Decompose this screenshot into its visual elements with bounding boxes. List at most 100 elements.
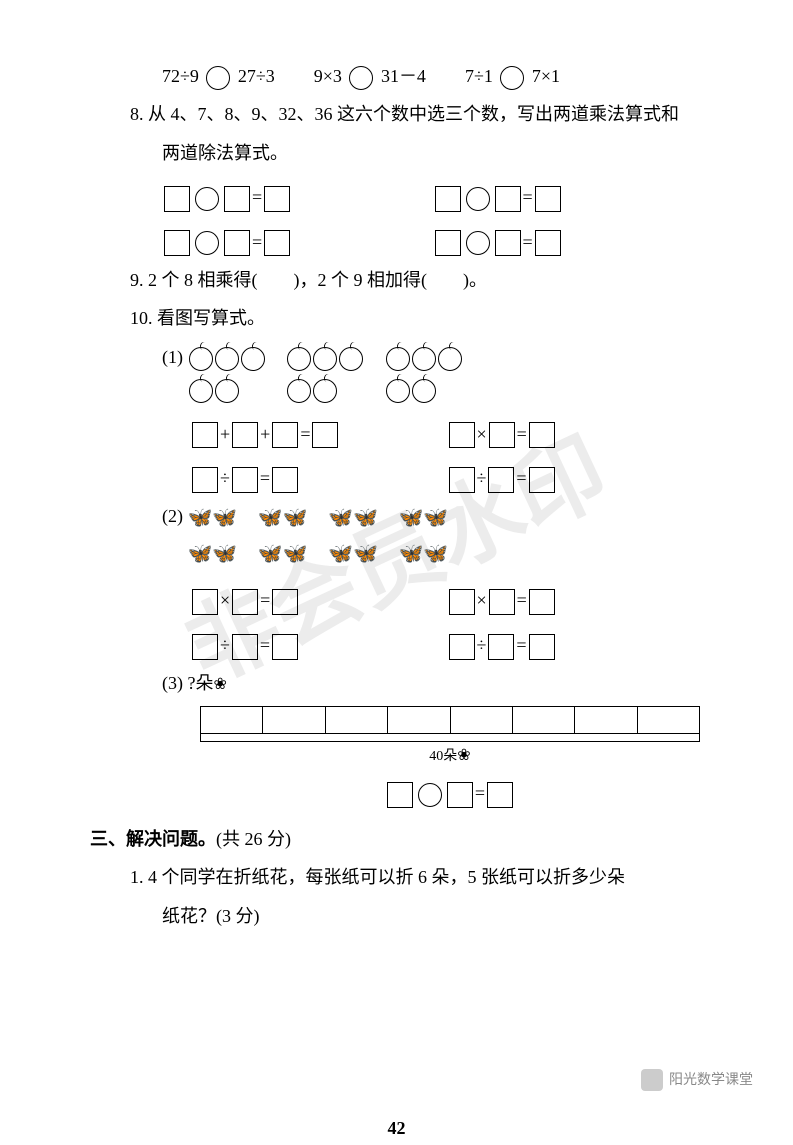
bar-cell [638,707,699,733]
p1-text1: 4 个同学在折纸花，每张纸可以折 6 朵，5 张纸可以折多少朵 [148,867,625,887]
bar-cell [326,707,388,733]
butterfly-icon: 🦋 [423,500,448,536]
blank-box [272,467,298,493]
butterfly-group: 🦋🦋 🦋🦋 [188,500,238,572]
blank-box [449,589,475,615]
blank-box [192,589,218,615]
blank-box [495,186,521,212]
blank-box [529,634,555,660]
q10: 10. 看图写算式。 [90,302,703,334]
p1-text2: 纸花？(3 分) [90,900,703,932]
apple-icon [189,347,213,371]
blank-box [224,230,250,256]
blank-box [224,186,250,212]
apple-icon [412,379,436,403]
butterfly-icon: 🦋 [423,536,448,572]
op-circle [466,231,490,255]
blank-box [435,230,461,256]
apple-icon [339,347,363,371]
q10-sub3-label: ?朵 [188,673,214,693]
q10-1: (1) [90,341,703,406]
blank-box [447,782,473,808]
div-eq: ÷= [447,462,704,494]
bar-cell [388,707,450,733]
flower-icon: ❀ [457,747,470,764]
apple-icon [386,347,410,371]
bar-cell [451,707,513,733]
blank-box [192,422,218,448]
bar-cell [201,707,263,733]
eq-template: = [433,181,704,213]
q8-num: 8. [130,104,144,124]
q10-sub2: (2) [162,506,183,526]
p1: 1. 4 个同学在折纸花，每张纸可以折 6 朵，5 张纸可以折多少朵 [90,861,703,893]
butterfly-icon: 🦋 [258,536,283,572]
apple-icon [438,347,462,371]
blank-box [529,589,555,615]
blank-box [449,467,475,493]
q9-text: 2 个 8 相乘得( )，2 个 9 相加得( )。 [148,270,487,290]
bar-diagram [200,706,700,734]
bar-cell [263,707,325,733]
bar-cell [513,707,575,733]
butterfly-icon: 🦋 [353,536,378,572]
blank-box [232,634,258,660]
blank-box [487,782,513,808]
page-content: 72÷9 27÷3 9×3 31－4 7÷1 7×1 8. 从 4、7、8、9、… [90,60,703,1145]
q10-3: (3) ?朵❀ [90,667,703,700]
blank-box [164,230,190,256]
butterfly-icon: 🦋 [283,500,308,536]
butterfly-icon: 🦋 [398,500,423,536]
apple-group [188,341,266,406]
q10-sub1: (1) [162,347,183,367]
blank-box [232,589,258,615]
q7-part1: 27÷3 [238,66,275,86]
compare-circle [206,66,230,90]
q10-num: 10. [130,308,153,328]
blank-box [232,467,258,493]
q8-text2: 两道除法算式。 [90,137,703,169]
brace: 40朵❀ [200,734,700,771]
blank-box [164,186,190,212]
apple-icon [386,379,410,403]
butterfly-group: 🦋🦋 🦋🦋 [398,500,448,572]
q10-sub3: (3) [162,673,183,693]
blank-box [488,634,514,660]
blank-box [529,467,555,493]
div-eq: ÷= [190,629,447,661]
apple-icon [313,379,337,403]
eq-template: = [200,777,700,809]
blank-box [272,589,298,615]
q7-part5: 7×1 [532,66,560,86]
compare-circle [349,66,373,90]
op-circle [418,783,442,807]
butterfly-icon: 🦋 [353,500,378,536]
q9-num: 9. [130,270,144,290]
apple-icon [287,347,311,371]
q9: 9. 2 个 8 相乘得( )，2 个 9 相加得( )。 [90,264,703,296]
blank-box [449,422,475,448]
eq-template: = [162,181,433,213]
butterfly-icon: 🦋 [188,500,213,536]
blank-box [312,422,338,448]
page-number: 42 [90,1112,703,1144]
q7-comparisons: 72÷9 27÷3 9×3 31－4 7÷1 7×1 [90,60,703,92]
apple-icon [287,379,311,403]
apple-icon [189,379,213,403]
div-eq: ÷= [447,629,704,661]
blank-box [192,467,218,493]
blank-box [535,186,561,212]
op-circle [466,187,490,211]
apple-icon [215,379,239,403]
blank-box [449,634,475,660]
section3-title: 三、解决问题。 [90,829,216,849]
q7-part0: 72÷9 [162,66,199,86]
addition-eq: ++= [190,418,447,450]
apple-group [286,341,364,406]
q7-part2: 9×3 [314,66,342,86]
blank-box [272,422,298,448]
eq-template: = [433,226,704,258]
blank-box [192,634,218,660]
blank-box [489,422,515,448]
bar-diagram-wrap: 40朵❀ = [90,706,703,809]
